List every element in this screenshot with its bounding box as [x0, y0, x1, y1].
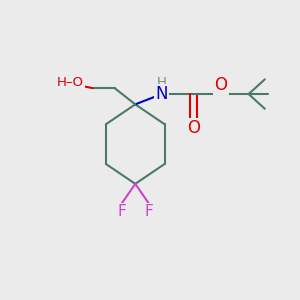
Text: F: F	[145, 204, 154, 219]
Text: H: H	[56, 74, 66, 87]
Text: O: O	[187, 119, 200, 137]
Text: F: F	[117, 204, 126, 219]
Text: H: H	[157, 76, 167, 89]
Text: O: O	[214, 76, 227, 94]
Text: H–O: H–O	[56, 76, 83, 89]
Text: O: O	[73, 76, 84, 91]
Text: N: N	[155, 85, 168, 103]
